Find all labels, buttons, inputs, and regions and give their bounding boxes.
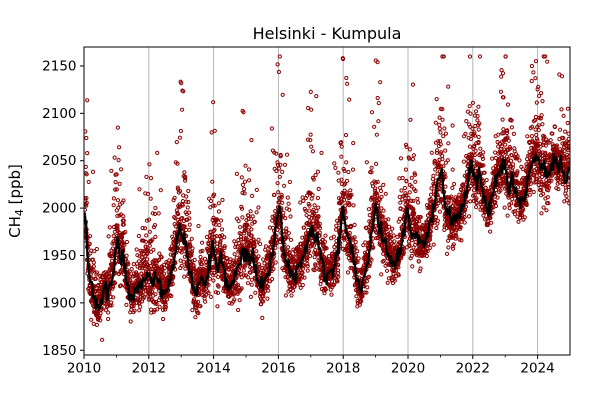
scatter-points <box>84 54 570 342</box>
y-tick-label: 1950 <box>42 248 76 264</box>
x-tick-label: 2024 <box>520 361 554 377</box>
y-axis-label: CH4 [ppb] <box>6 164 26 238</box>
y-tick-label: 1900 <box>42 295 76 311</box>
trend-line <box>84 152 570 311</box>
y-axis-label-text: CH4 [ppb] <box>6 164 26 238</box>
chart-title: Helsinki - Kumpula <box>253 24 402 43</box>
axes-and-ticks: 2010 2012 2014 2016 2018 2020 2022 2024 1850 1900… <box>42 46 571 377</box>
x-tick-label: 2014 <box>196 361 230 377</box>
x-tick-label: 2018 <box>326 361 360 377</box>
x-tick-label: 2020 <box>391 361 425 377</box>
x-tick-label: 2016 <box>261 361 295 377</box>
x-tick-label: 2022 <box>456 361 490 377</box>
y-tick-label: 2000 <box>42 201 76 217</box>
y-tick-label: 2150 <box>42 58 76 74</box>
x-tick-label: 2010 <box>67 361 101 377</box>
y-tick-label: 2050 <box>42 153 76 169</box>
trend-polyline <box>84 152 570 311</box>
y-tick-label: 1850 <box>42 343 76 359</box>
plot-border <box>83 46 571 356</box>
x-tick-label: 2012 <box>132 361 166 377</box>
y-tick-label: 2100 <box>42 106 76 122</box>
